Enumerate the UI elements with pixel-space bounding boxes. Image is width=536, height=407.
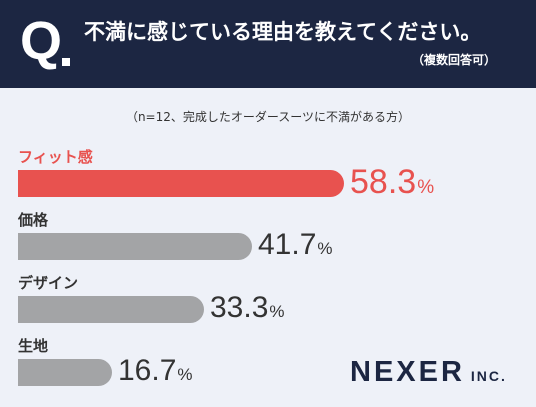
data-label: 33.3% [210,291,285,325]
data-label: 16.7% [118,354,193,388]
sample-note: （n=12、完成したオーダースーツに不満がある方） [125,110,411,124]
data-label-value: 16.7 [118,354,177,387]
category-label: 生地 [18,337,49,355]
question-title: 不満に感じている理由を教えてください。 [84,20,482,44]
logo-brand: NEXER [350,356,465,388]
data-label-unit: % [177,365,193,384]
question-note: （複数回答可） [411,53,496,67]
category-label: 価格 [18,211,49,229]
data-label-unit: % [417,177,435,198]
data-label-value: 41.7 [258,228,317,261]
bar [18,170,344,197]
data-label-value: 33.3 [210,291,269,324]
q-letter: Q [20,11,63,71]
data-label: 41.7% [258,228,333,262]
data-label-unit: % [269,302,285,321]
nexer-logo: NEXER INC. [350,356,507,389]
category-label: フィット感 [18,148,93,166]
logo-suffix: INC. [470,368,507,384]
bar [18,233,252,260]
bar [18,359,112,386]
bar [18,296,204,323]
data-label-value: 58.3 [350,163,417,201]
data-label: 58.3% [350,163,434,202]
header-banner: Q 不満に感じている理由を教えてください。 （複数回答可） [0,0,536,88]
data-label-unit: % [317,239,333,258]
category-label: デザイン [18,274,79,292]
q-dot [62,58,70,66]
